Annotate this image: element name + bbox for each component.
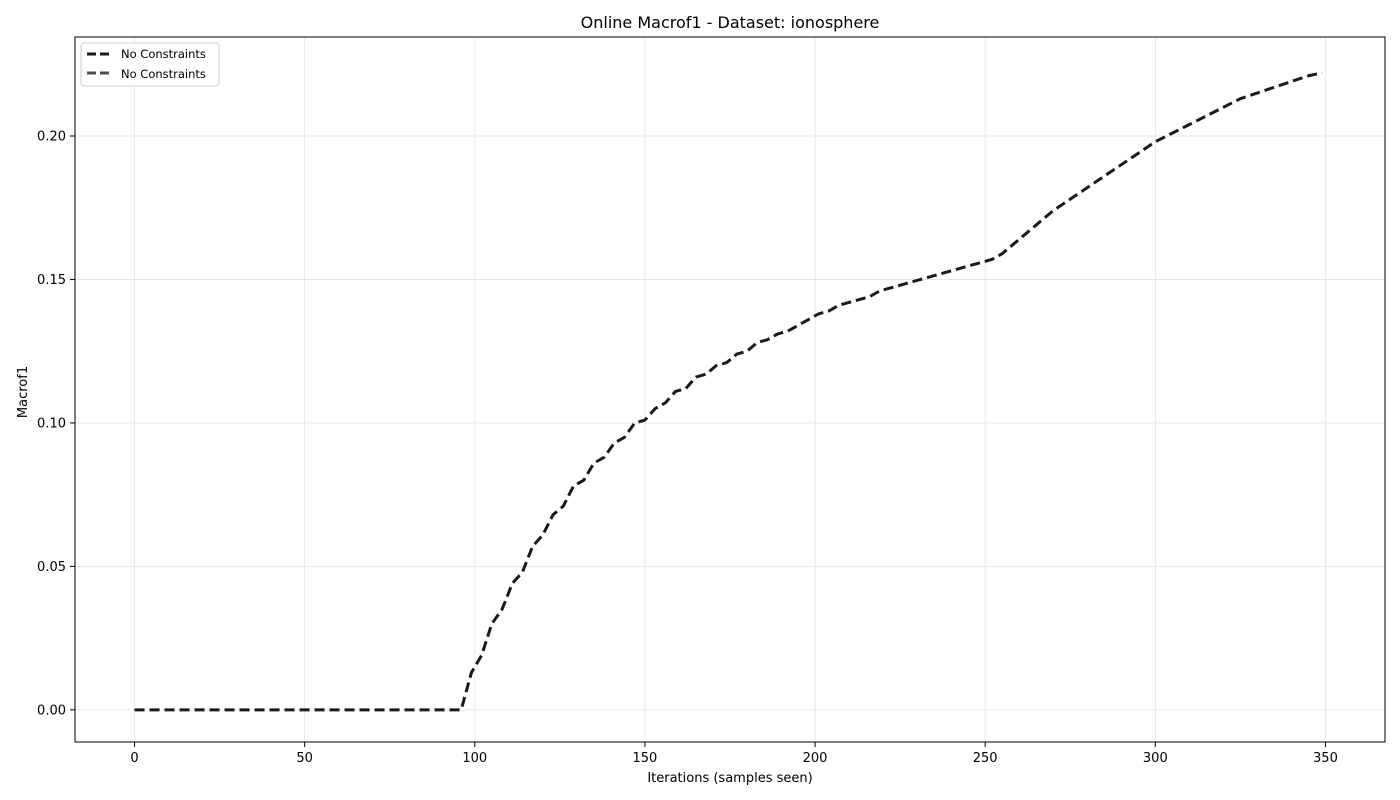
x-tick-label: 300 — [1143, 751, 1168, 766]
legend-label-2: No Constraints — [121, 67, 206, 81]
plot-frame — [74, 36, 1386, 743]
x-tick-label: 350 — [1313, 751, 1338, 766]
y-tick-label: 0.00 — [37, 703, 66, 718]
chart-title: Online Macrof1 - Dataset: ionosphere — [581, 13, 880, 32]
x-tick-label: 0 — [130, 751, 138, 766]
x-tick-label: 100 — [462, 751, 487, 766]
y-tick-label: 0.20 — [37, 129, 66, 144]
legend-box — [80, 42, 220, 87]
x-tick-label: 250 — [973, 751, 998, 766]
x-tick-label: 50 — [296, 751, 313, 766]
y-axis-label: Macrof1 — [16, 366, 31, 418]
y-axis: 0.00 0.05 0.10 0.15 0.20 — [37, 129, 75, 718]
legend: No Constraints No Constraints — [80, 42, 220, 87]
grid — [75, 37, 1385, 742]
series-layer — [134, 71, 1323, 712]
y-tick-label: 0.15 — [37, 273, 66, 288]
x-tick-label: 200 — [803, 751, 828, 766]
x-axis-label: Iterations (samples seen) — [647, 771, 812, 786]
x-tick-label: 150 — [633, 751, 658, 766]
x-axis: 0 50 100 150 200 250 300 350 — [130, 742, 1338, 766]
series-line-1 — [134, 71, 1323, 712]
legend-label-1: No Constraints — [121, 47, 206, 61]
y-tick-label: 0.05 — [37, 560, 66, 575]
y-tick-label: 0.10 — [37, 416, 66, 431]
